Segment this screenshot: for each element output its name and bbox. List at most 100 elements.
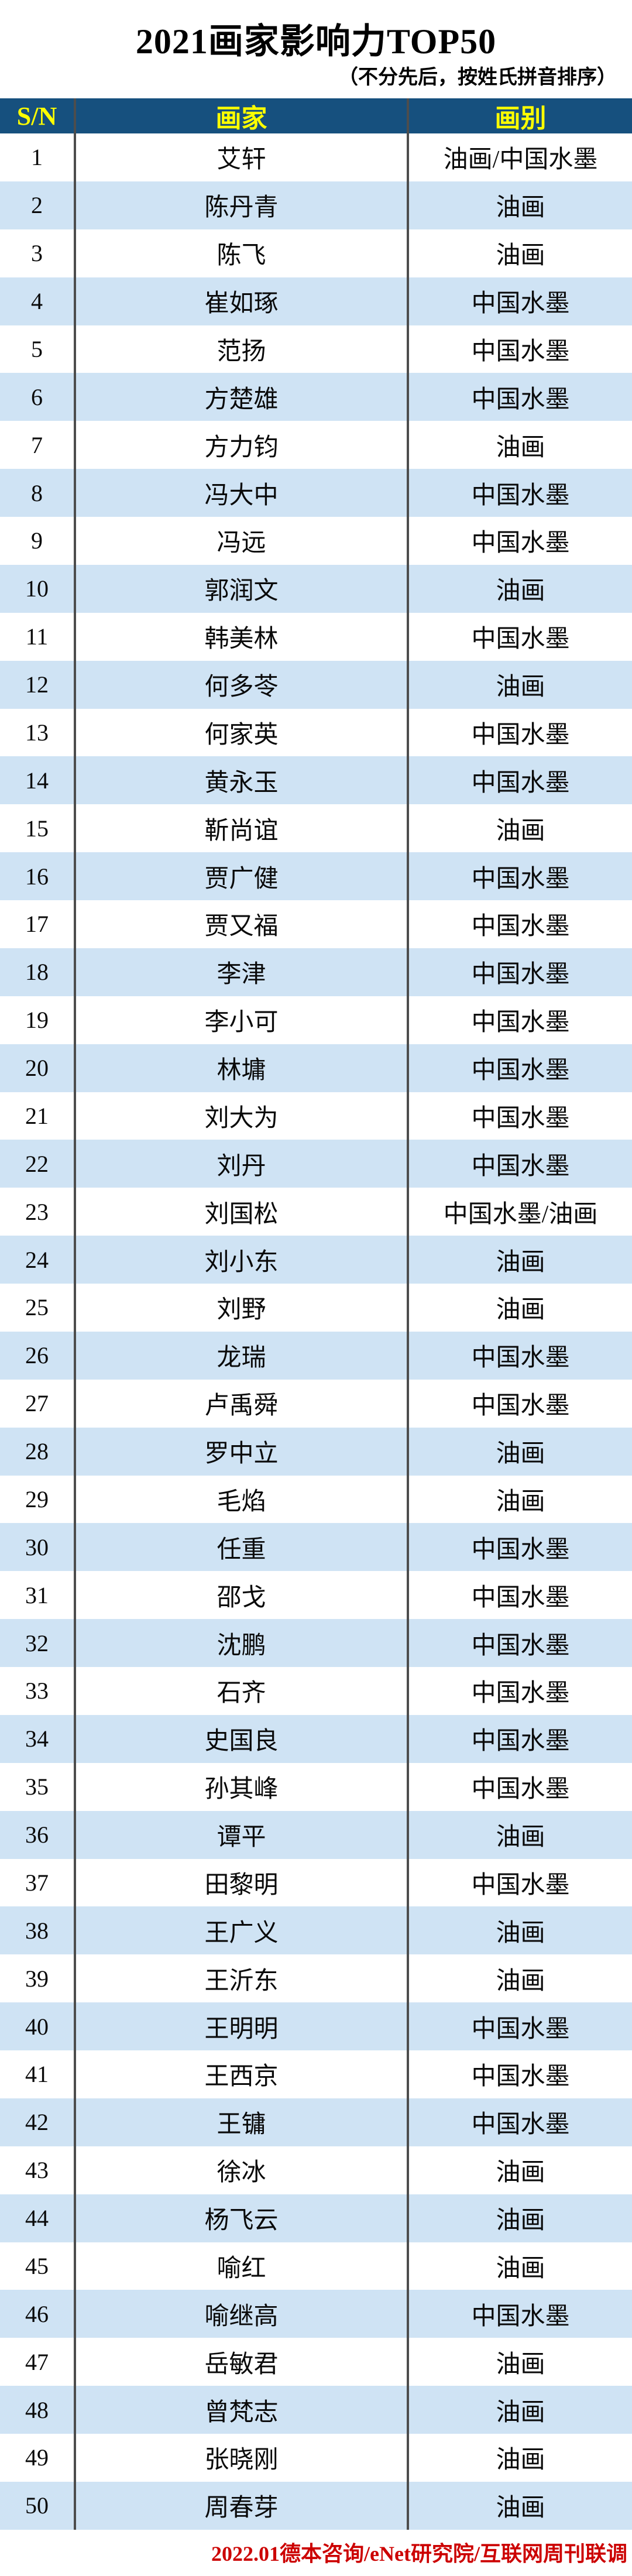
category-cell: 油画 <box>407 1906 632 1955</box>
table-row: 21 刘大为 中国水墨 <box>0 1092 632 1140</box>
sn-cell: 10 <box>25 575 49 602</box>
table-row: 5 范扬 中国水墨 <box>0 325 632 373</box>
table-row: 8 冯大中 中国水墨 <box>0 469 632 517</box>
table-row: 36 谭平 油画 <box>0 1810 632 1859</box>
sn-cell: 37 <box>25 1869 49 1896</box>
table-row: 17 贾又福 中国水墨 <box>0 900 632 948</box>
table-row: 29 毛焰 油画 <box>0 1475 632 1524</box>
category-cell: 中国水墨 <box>407 2002 632 2050</box>
table-row: 16 贾广健 中国水墨 <box>0 852 632 900</box>
sn-cell: 4 <box>31 288 43 315</box>
category-cell: 油画 <box>407 1954 632 2003</box>
painter-name-cell: 曾梵志 <box>74 2386 407 2434</box>
sn-cell: 15 <box>25 815 49 842</box>
category-cell: 油画 <box>407 2434 632 2482</box>
category-cell: 中国水墨 <box>407 1140 632 1188</box>
category-cell: 油画 <box>407 804 632 853</box>
sn-cell: 9 <box>31 527 43 554</box>
page-title: 2021画家影响力TOP50 <box>135 22 497 61</box>
category-cell: 油画 <box>407 421 632 469</box>
sn-cell: 11 <box>25 623 49 650</box>
sn-cell: 41 <box>25 2061 49 2088</box>
sn-cell: 44 <box>25 2205 49 2232</box>
table-row: 30 任重 中国水墨 <box>0 1523 632 1572</box>
table-row: 20 林墉 中国水墨 <box>0 1044 632 1092</box>
table-row: 22 刘丹 中国水墨 <box>0 1140 632 1188</box>
sn-cell: 32 <box>25 1630 49 1656</box>
category-cell: 中国水墨 <box>407 469 632 517</box>
table-row: 18 李津 中国水墨 <box>0 948 632 996</box>
painter-name-cell: 李津 <box>74 948 407 996</box>
sn-cell: 21 <box>25 1102 49 1129</box>
sn-cell: 6 <box>31 383 43 410</box>
table-row: 6 方楚雄 中国水墨 <box>0 373 632 421</box>
painter-name-cell: 何家英 <box>74 708 407 757</box>
painter-name-cell: 冯大中 <box>74 469 407 517</box>
category-cell: 中国水墨 <box>407 517 632 565</box>
painter-name-cell: 龙瑞 <box>74 1331 407 1380</box>
painter-name-cell: 刘大为 <box>74 1092 407 1140</box>
sn-cell: 14 <box>25 767 49 794</box>
category-cell: 中国水墨 <box>407 900 632 948</box>
sn-cell: 48 <box>25 2396 49 2423</box>
painter-name-cell: 喻继高 <box>74 2290 407 2338</box>
painter-name-cell: 林墉 <box>74 1044 407 1092</box>
painter-name-cell: 艾轩 <box>74 133 407 181</box>
sn-cell: 5 <box>31 335 43 362</box>
category-cell: 油画 <box>407 2338 632 2386</box>
painter-name-cell: 贾广健 <box>74 852 407 900</box>
painter-name-cell: 罗中立 <box>74 1427 407 1476</box>
sn-cell: 26 <box>25 1342 49 1369</box>
painter-name-cell: 史国良 <box>74 1714 407 1763</box>
table-row: 40 王明明 中国水墨 <box>0 2002 632 2050</box>
table-row: 10 郭润文 油画 <box>0 564 632 613</box>
sn-cell: 33 <box>25 1678 49 1704</box>
painter-name-cell: 崔如琢 <box>74 277 407 325</box>
category-cell: 中国水墨 <box>407 2290 632 2338</box>
category-cell: 中国水墨 <box>407 1667 632 1715</box>
category-cell: 中国水墨 <box>407 756 632 805</box>
sn-cell: 17 <box>25 911 49 938</box>
sn-cell: 38 <box>25 1917 49 1944</box>
table-row: 38 王广义 油画 <box>0 1906 632 1955</box>
table-body: 1 艾轩 油画/中国水墨 2 陈丹青 油画 3 陈飞 油画 4 崔如琢 中国水墨 5 范扬 中国水墨 6 方楚雄… <box>0 133 632 2530</box>
sn-cell: 29 <box>25 1486 49 1512</box>
sn-cell: 2 <box>31 192 43 219</box>
painter-name-cell: 岳敏君 <box>74 2338 407 2386</box>
table-row: 33 石齐 中国水墨 <box>0 1667 632 1715</box>
category-cell: 油画/中国水墨 <box>407 133 632 181</box>
table-row: 23 刘国松 中国水墨/油画 <box>0 1188 632 1236</box>
table-row: 34 史国良 中国水墨 <box>0 1714 632 1763</box>
category-cell: 中国水墨 <box>407 852 632 900</box>
category-cell: 中国水墨/油画 <box>407 1188 632 1236</box>
painter-name-cell: 方楚雄 <box>74 373 407 421</box>
sn-cell: 28 <box>25 1438 49 1465</box>
painter-name-cell: 刘丹 <box>74 1140 407 1188</box>
sn-cell: 24 <box>25 1246 49 1273</box>
category-cell: 中国水墨 <box>407 1523 632 1572</box>
painter-name-cell: 刘小东 <box>74 1236 407 1284</box>
sn-cell: 43 <box>25 2157 49 2184</box>
painter-name-cell: 靳尚谊 <box>74 804 407 853</box>
category-cell: 中国水墨 <box>407 1092 632 1140</box>
table-row: 7 方力钧 油画 <box>0 421 632 469</box>
category-cell: 油画 <box>407 181 632 229</box>
category-cell: 油画 <box>407 1284 632 1332</box>
table-row: 4 崔如琢 中国水墨 <box>0 277 632 325</box>
sn-cell: 7 <box>31 431 43 458</box>
table-row: 31 邵戈 中国水墨 <box>0 1571 632 1620</box>
painter-name-cell: 李小可 <box>74 996 407 1044</box>
table-row: 47 岳敏君 油画 <box>0 2338 632 2386</box>
sn-cell: 19 <box>25 1007 49 1034</box>
table-row: 39 王沂东 油画 <box>0 1954 632 2003</box>
category-cell: 油画 <box>407 1427 632 1476</box>
sn-cell: 35 <box>25 1774 49 1800</box>
sn-cell: 27 <box>25 1390 49 1417</box>
sn-cell: 39 <box>25 1965 49 1992</box>
category-cell: 中国水墨 <box>407 996 632 1044</box>
category-cell: 中国水墨 <box>407 1858 632 1907</box>
header-painter: 画家 <box>74 98 407 133</box>
sn-cell: 22 <box>25 1150 49 1177</box>
painter-name-cell: 任重 <box>74 1523 407 1572</box>
table-row: 49 张晓刚 油画 <box>0 2434 632 2482</box>
